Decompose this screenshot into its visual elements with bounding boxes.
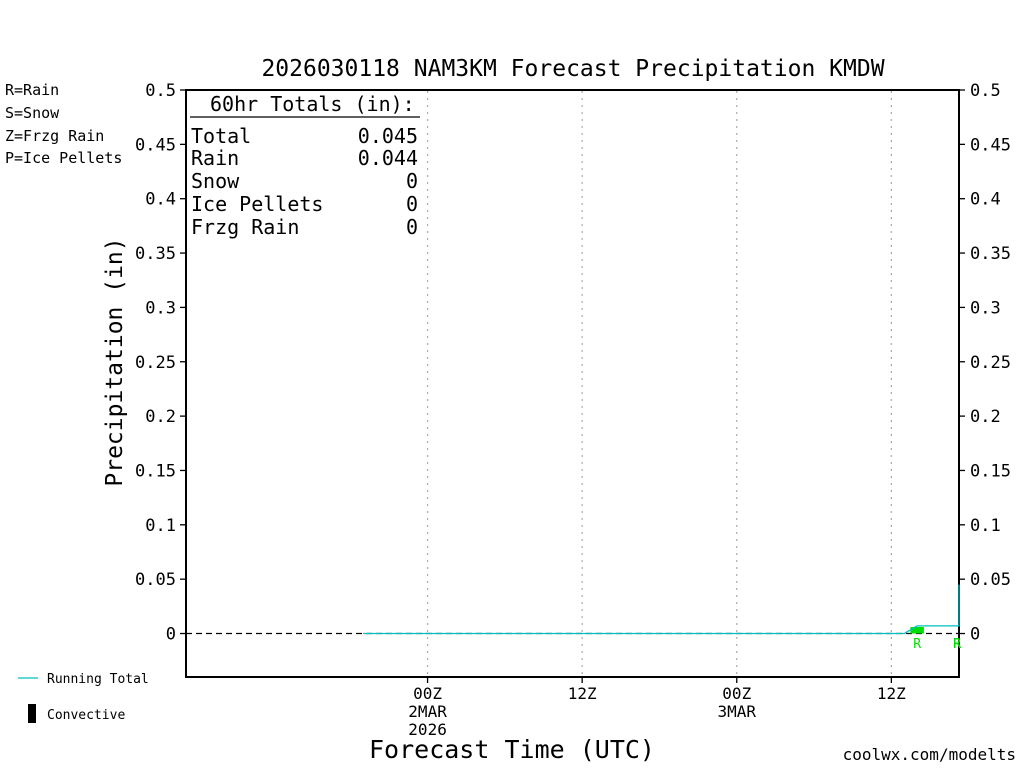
totals-box: 60hr Totals (in): Total 0.045 Rain 0.044… xyxy=(190,92,420,239)
x-tick-label: 2MAR xyxy=(408,702,447,721)
totals-value-ice-pellets: 0 xyxy=(406,192,418,216)
x-tick-label: 12Z xyxy=(877,684,906,703)
totals-label-snow: Snow xyxy=(191,169,240,193)
y-tick-label-left: 0.3 xyxy=(145,298,176,318)
y-tick-label-left: 0.2 xyxy=(145,407,176,427)
totals-value-total: 0.045 xyxy=(358,124,418,148)
totals-value-rain: 0.044 xyxy=(358,146,418,170)
totals-value-snow: 0 xyxy=(406,169,418,193)
precip-type-letter: R xyxy=(953,637,961,652)
y-tick-label-right: 0.25 xyxy=(970,353,1011,373)
bottom-legend: Running Total Convective xyxy=(18,672,149,723)
y-tick-label-left: 0.4 xyxy=(145,190,176,210)
precip-type-letter: R xyxy=(953,637,961,652)
y-tick-label-right: 0.05 xyxy=(970,570,1011,590)
precip-type-legend: R=Rain S=Snow Z=Frzg Rain P=Ice Pellets xyxy=(5,81,122,167)
totals-label-ice-pellets: Ice Pellets xyxy=(191,192,323,216)
legend-frzg-rain: Z=Frzg Rain xyxy=(5,127,104,145)
y-tick-label-left: 0.45 xyxy=(135,135,176,155)
precip-type-letter: R xyxy=(953,637,961,652)
y-tick-label-right: 0.5 xyxy=(970,81,1001,101)
precip-bars xyxy=(910,626,924,634)
legend-ice-pellets: P=Ice Pellets xyxy=(5,149,122,167)
x-tick-label: 00Z xyxy=(722,684,751,703)
chart-title: 2026030118 NAM3KM Forecast Precipitation… xyxy=(261,56,884,82)
y-ticks: 0 00.05 0.050.1 0.10.15 0.150.2 0.20.25 0.250.… xyxy=(135,81,1011,645)
y-tick-label-left: 0.5 xyxy=(145,81,176,101)
grid-lines xyxy=(426,91,892,676)
totals-label-frzg-rain: Frzg Rain xyxy=(191,215,299,239)
y-tick-label-right: 0.1 xyxy=(970,516,1001,536)
totals-value-frzg-rain: 0 xyxy=(406,215,418,239)
running-total-line xyxy=(363,584,960,635)
precip-type-letter: R xyxy=(953,637,961,652)
plot-frame xyxy=(185,89,960,678)
legend-rain: R=Rain xyxy=(5,81,59,99)
y-tick-label-left: 0.25 xyxy=(135,353,176,373)
totals-heading: 60hr Totals (in): xyxy=(210,92,415,116)
y-tick-label-left: 0 xyxy=(166,625,176,645)
y-tick-label-right: 0 xyxy=(970,625,980,645)
y-tick-label-right: 0.2 xyxy=(970,407,1001,427)
y-tick-label-left: 0.35 xyxy=(135,244,176,264)
x-tick-label: 12Z xyxy=(568,684,597,703)
x-axis-label: Forecast Time (UTC) xyxy=(369,735,655,764)
totals-label-total: Total xyxy=(191,124,251,148)
y-tick-label-right: 0.45 xyxy=(970,135,1011,155)
precip-type-letter: R xyxy=(953,637,961,652)
y-tick-label-left: 0.05 xyxy=(135,570,176,590)
x-ticks: 00Z2MAR202612Z00Z3MAR12Z00Z4MAR xyxy=(408,677,906,739)
precip-type-letter: R xyxy=(953,637,961,652)
credit-link[interactable]: coolwx.com/modelts xyxy=(843,745,1016,764)
precip-bar xyxy=(910,626,924,634)
running-total-legend-label: Running Total xyxy=(47,672,149,687)
x-tick-label: 3MAR xyxy=(717,702,756,721)
y-tick-label-left: 0.15 xyxy=(135,461,176,481)
legend-snow: S=Snow xyxy=(5,104,60,122)
convective-legend-label: Convective xyxy=(47,708,125,723)
y-axis-label: Precipitation (in) xyxy=(102,237,128,486)
precip-type-letter: R xyxy=(913,637,921,652)
totals-label-rain: Rain xyxy=(191,146,239,170)
precip-type-letter: R xyxy=(953,637,961,652)
x-tick-label: 00Z xyxy=(413,684,442,703)
precip-type-letter: R xyxy=(953,637,961,652)
y-tick-label-right: 0.15 xyxy=(970,461,1011,481)
y-tick-label-left: 0.1 xyxy=(145,516,176,536)
convective-swatch xyxy=(28,704,36,723)
y-tick-label-right: 0.3 xyxy=(970,298,1001,318)
x-tick-label: 2026 xyxy=(408,720,447,739)
precip-type-letter: R xyxy=(953,637,961,652)
y-tick-label-right: 0.35 xyxy=(970,244,1011,264)
y-tick-label-right: 0.4 xyxy=(970,190,1001,210)
